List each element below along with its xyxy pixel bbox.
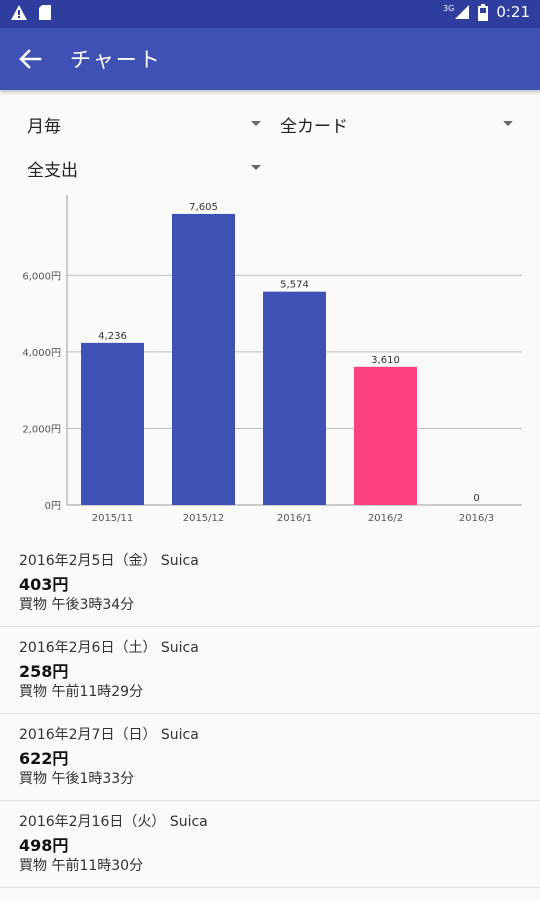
app-bar: チャート — [0, 28, 540, 90]
bar — [81, 342, 144, 505]
transaction-row[interactable]: 2016年2月5日（金） Suica 403円 買物 午後3時34分 — [0, 540, 540, 627]
transaction-amount: 498円 — [19, 836, 69, 855]
bar — [263, 291, 326, 505]
filter-bar: 月毎 全カード 全支出 — [0, 90, 540, 190]
transaction-row[interactable]: 2016年2月7日（日） Suica 622円 買物 午後1時33分 — [0, 714, 540, 801]
category-dropdown[interactable]: 全支出 — [27, 156, 263, 182]
transaction-date: 2016年2月7日（日） — [19, 727, 157, 743]
card-value: 全カード — [280, 117, 348, 137]
y-tick-label: 2,000円 — [22, 424, 61, 435]
transaction-card: Suica — [160, 640, 199, 656]
transaction-card: Suica — [160, 727, 199, 743]
chevron-down-icon — [251, 165, 261, 170]
period-value: 月毎 — [27, 117, 61, 137]
transaction-card: Suica — [169, 814, 208, 830]
chevron-down-icon — [251, 121, 261, 126]
x-tick-label: 2016/3 — [459, 513, 494, 524]
period-dropdown[interactable]: 月毎 — [27, 112, 263, 138]
bar-value-label: 7,605 — [189, 202, 218, 213]
signal-icon — [455, 5, 470, 19]
x-tick-label: 2015/12 — [183, 513, 225, 524]
x-tick-label: 2016/1 — [277, 513, 312, 524]
transaction-row[interactable]: 2016年2月16日（火） Suica 498円 買物 午前11時30分 — [0, 801, 540, 888]
transaction-list: 2016年2月5日（金） Suica 403円 買物 午後3時34分 2016年… — [0, 540, 540, 888]
transaction-detail: 買物 午前11時30分 — [19, 858, 144, 874]
transaction-detail: 買物 午後3時34分 — [19, 597, 135, 613]
bar-value-label: 4,236 — [98, 331, 127, 342]
bar — [172, 213, 235, 505]
bar-value-label: 3,610 — [371, 355, 400, 366]
battery-icon — [478, 3, 489, 21]
status-time: 0:21 — [496, 3, 530, 21]
transaction-amount: 622円 — [19, 749, 69, 768]
bar-value-label: 0 — [473, 493, 479, 504]
status-bar: 3G 0:21 — [0, 0, 540, 28]
transaction-detail: 買物 午前11時29分 — [19, 684, 144, 700]
y-tick-label: 6,000円 — [22, 271, 61, 282]
transaction-amount: 403円 — [19, 575, 69, 594]
category-value: 全支出 — [27, 161, 78, 181]
card-dropdown[interactable]: 全カード — [280, 112, 516, 138]
x-tick-label: 2016/2 — [368, 513, 403, 524]
x-tick-label: 2015/11 — [92, 513, 134, 524]
monthly-bar-chart: 0円 2,000円 4,000円 6,000円 4,236 2015/11 7,605 201… — [22, 195, 522, 524]
chevron-down-icon — [503, 121, 513, 126]
back-arrow-icon[interactable] — [14, 44, 46, 74]
network-type: 3G — [443, 3, 455, 13]
y-tick-label: 0円 — [45, 501, 61, 512]
transaction-row[interactable]: 2016年2月6日（土） Suica 258円 買物 午前11時29分 — [0, 627, 540, 714]
y-tick-label: 4,000円 — [22, 348, 61, 359]
transaction-date: 2016年2月6日（土） — [19, 640, 157, 656]
transaction-detail: 買物 午後1時33分 — [19, 771, 135, 787]
bar — [354, 366, 417, 505]
warning-icon — [11, 5, 27, 20]
bar-value-label: 5,574 — [280, 280, 309, 291]
transaction-date: 2016年2月16日（火） — [19, 814, 166, 830]
sd-card-icon — [39, 5, 51, 20]
transaction-card: Suica — [160, 553, 199, 569]
transaction-date: 2016年2月5日（金） — [19, 553, 157, 569]
page-title: チャート — [70, 48, 162, 72]
transaction-amount: 258円 — [19, 662, 69, 681]
